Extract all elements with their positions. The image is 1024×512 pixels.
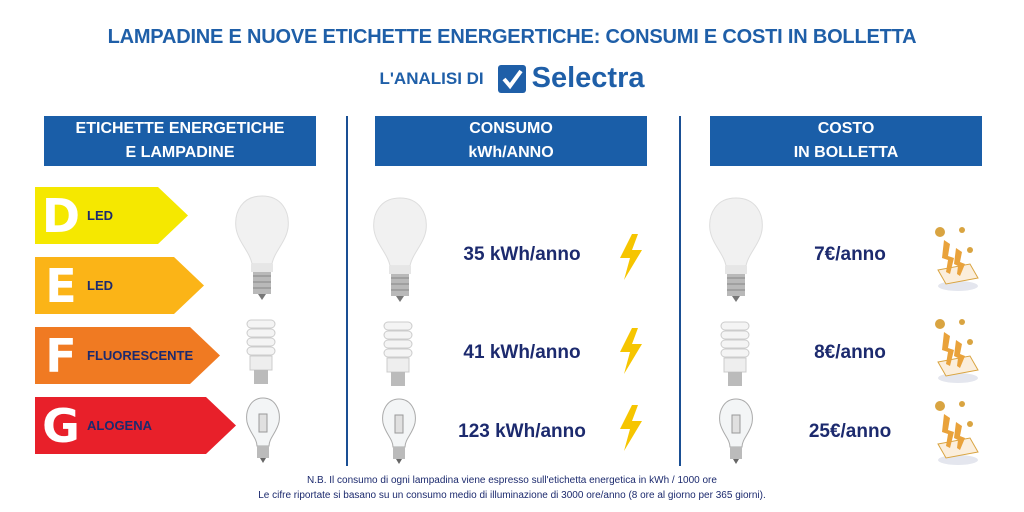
label-name: LED: [87, 278, 113, 293]
lightning-icon: [620, 328, 642, 374]
energy-label-d: D LED: [35, 187, 188, 244]
header-consumption: CONSUMO kWh/ANNO: [375, 116, 647, 166]
header-line: IN BOLLETTA: [793, 144, 899, 161]
energy-label-f: F FLUORESCENTE: [35, 327, 220, 384]
led-bulb-icon: [235, 195, 289, 301]
lightning-icon: [620, 405, 642, 451]
label-name: FLUORESCENTE: [87, 348, 194, 363]
subtitle: L'ANALISI DI: [379, 68, 484, 88]
header-cost: COSTO IN BOLLETTA: [710, 116, 982, 166]
halogen-bulb-icon: [246, 397, 280, 464]
consumption-halogen: 123 kWh/anno: [458, 421, 586, 442]
label-letter: G: [42, 398, 80, 453]
header-line: E LAMPADINE: [125, 144, 235, 161]
label-letter: D: [41, 188, 81, 243]
header-line: ETICHETTE ENERGETICHE: [75, 120, 285, 137]
cost-fluorescent: 8€/anno: [814, 342, 886, 363]
column-divider: [679, 116, 681, 466]
halogen-bulb-icon: [382, 398, 416, 465]
halogen-bulb-icon: [719, 398, 753, 465]
energy-label-e: E LED: [35, 257, 204, 314]
header-energy-labels: ETICHETTE ENERGETICHE E LAMPADINE: [44, 116, 316, 166]
fluorescent-bulb-icon: [720, 321, 750, 387]
consumption-led: 35 kWh/anno: [463, 244, 581, 265]
selectra-logo: Selectra: [497, 62, 645, 95]
consumption-fluorescent: 41 kWh/anno: [463, 342, 581, 363]
money-bill-icon: [934, 226, 979, 292]
led-bulb-icon: [709, 197, 763, 303]
money-bill-icon: [934, 400, 979, 466]
lightning-icon: [620, 234, 642, 280]
footnote: Le cifre riportate si basano su un consu…: [258, 490, 766, 501]
energy-label-g: G ALOGENA: [35, 397, 236, 454]
header-line: kWh/ANNO: [468, 144, 554, 161]
led-bulb-icon: [373, 197, 427, 303]
fluorescent-bulb-icon: [383, 321, 413, 387]
fluorescent-bulb-icon: [246, 319, 276, 385]
label-name: ALOGENA: [87, 418, 152, 433]
header-line: CONSUMO: [469, 120, 553, 137]
money-bill-icon: [934, 318, 979, 384]
label-letter: F: [45, 328, 77, 383]
label-letter: E: [45, 258, 77, 313]
logo-text: Selectra: [531, 62, 645, 94]
checkmark-icon: [497, 64, 526, 93]
footnote: N.B. Il consumo di ogni lampadina viene …: [307, 475, 717, 486]
label-name: LED: [87, 208, 113, 223]
subtitle-row: L'ANALISI DI Selectra: [0, 62, 1024, 95]
infographic-title: LAMPADINE E NUOVE ETICHETTE ENERGERTICHE…: [107, 26, 917, 48]
cost-led: 7€/anno: [814, 244, 886, 265]
column-divider: [346, 116, 348, 466]
cost-halogen: 25€/anno: [808, 421, 892, 442]
header-line: COSTO: [817, 120, 875, 137]
